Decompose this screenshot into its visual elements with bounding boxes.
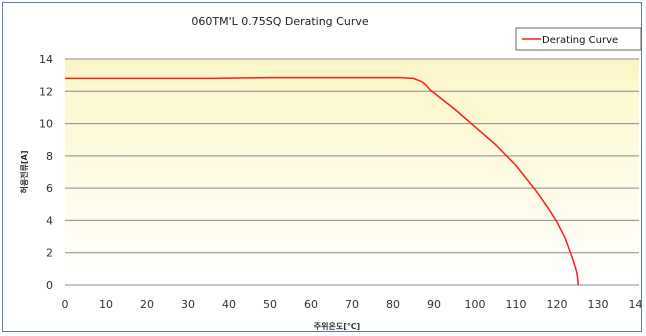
- y-axis-label: 허용전류[A]: [19, 151, 29, 194]
- grid-lines: [65, 58, 639, 254]
- legend-label: Derating Curve: [542, 35, 618, 46]
- x-tick-label-30: 30: [181, 298, 195, 311]
- x-tick-label-0: 0: [62, 298, 69, 311]
- x-tick-label-60: 60: [304, 298, 318, 311]
- y-tick-label-4: 4: [46, 214, 53, 227]
- y-tick-label-12: 12: [39, 85, 53, 98]
- y-tick-label-2: 2: [46, 247, 53, 260]
- legend: Derating Curve: [515, 27, 642, 51]
- y-tick-label-14: 14: [39, 53, 53, 66]
- x-tick-label-110: 110: [506, 298, 527, 311]
- x-tick-label-10: 10: [99, 298, 113, 311]
- x-axis-ticks: 0 10 20 30 40 50 60 70 80 90 100 110 120 130 140: [62, 298, 644, 311]
- y-tick-label-8: 8: [46, 150, 53, 163]
- x-tick-label-80: 80: [386, 298, 400, 311]
- chart-title: 060TM'L 0.75SQ Derating Curve: [191, 15, 368, 28]
- chart-frame: 060TM'L 0.75SQ Derating Curve 0 10 20 30 40 5…: [2, 2, 644, 332]
- derating-chart: 060TM'L 0.75SQ Derating Curve 0 10 20 30 40 5…: [19, 15, 644, 331]
- x-tick-label-100: 100: [465, 298, 486, 311]
- x-tick-label-70: 70: [345, 298, 359, 311]
- x-tick-label-40: 40: [222, 298, 236, 311]
- y-axis-ticks: 0 2 4 6 8 10 12 14: [39, 53, 53, 292]
- legend-box: [515, 27, 642, 51]
- y-tick-label-6: 6: [46, 182, 53, 195]
- x-tick-label-90: 90: [427, 298, 441, 311]
- plot-area: [65, 59, 639, 285]
- derating-curve-line: [65, 76, 580, 286]
- x-axis-label: 주위온도[℃]: [314, 321, 360, 331]
- x-tick-label-20: 20: [140, 298, 154, 311]
- x-tick-label-140: 140: [629, 298, 644, 311]
- x-tick-label-130: 130: [588, 298, 609, 311]
- x-tick-label-120: 120: [547, 298, 568, 311]
- x-tick-label-50: 50: [263, 298, 277, 311]
- y-tick-label-0: 0: [46, 279, 53, 292]
- y-tick-label-10: 10: [39, 118, 53, 131]
